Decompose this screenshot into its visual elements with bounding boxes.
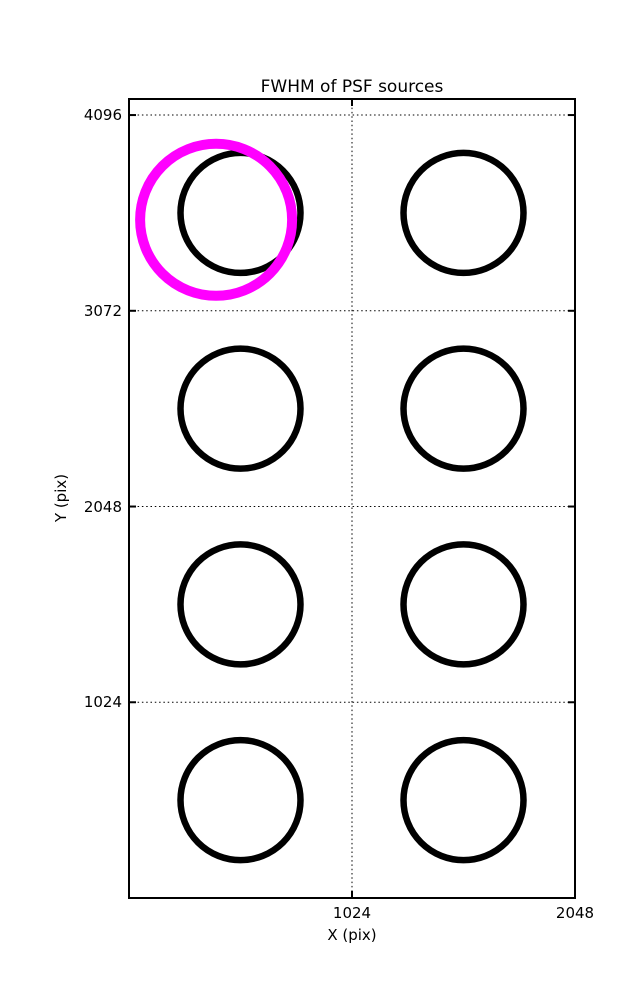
x-tick-label-1024: 1024 [332,904,372,922]
y-tick-label-2048: 2048 [83,497,122,516]
psf-sources-marker [177,149,304,277]
y-axis-label: Y (pix) [52,473,70,523]
psf-sources-marker [400,345,527,472]
psf-sources-marker [177,541,304,668]
plot-frame [128,98,576,899]
x-axis-label: X (pix) [327,926,377,944]
highlighted-source-marker [135,138,298,301]
psf-sources-marker [400,149,527,277]
psf-sources-marker [400,736,527,864]
psf-sources-marker [177,736,304,864]
y-tick-label-1024: 1024 [83,693,122,712]
chart-title: FWHM of PSF sources [260,77,444,97]
y-tick-label-4096: 4096 [83,106,122,125]
y-tick-label-3072: 3072 [83,301,122,320]
psf-sources-marker [400,541,527,668]
psf-sources-marker [177,345,304,472]
x-tick-label-2048: 2048 [555,904,595,922]
